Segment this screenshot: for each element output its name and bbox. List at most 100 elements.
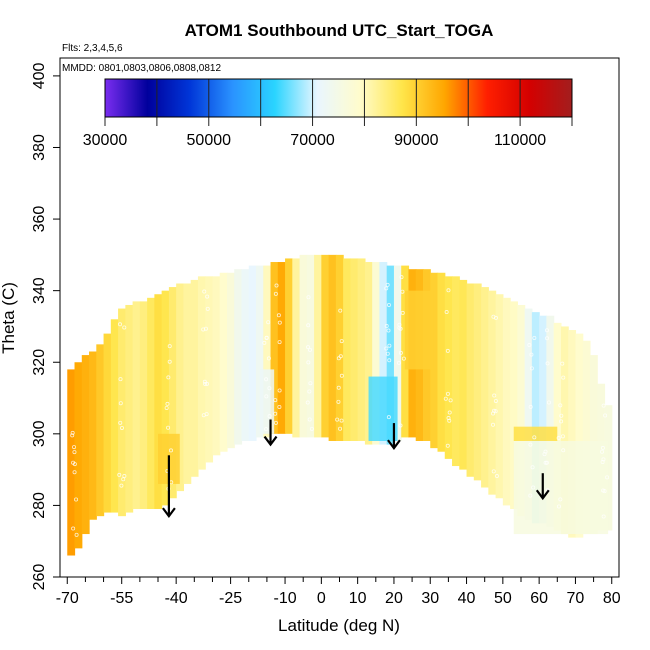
obs-dot (168, 448, 173, 453)
obs-dot (119, 483, 124, 488)
chart-title: ATOM1 Southbound UTC_Start_TOGA (185, 21, 494, 40)
heat-column (292, 258, 301, 438)
obs-dot (277, 340, 282, 345)
obs-dot (492, 393, 497, 398)
arrow-head (535, 489, 550, 501)
y-tick-label: 380 (31, 134, 48, 161)
x-tick-label: 60 (530, 590, 548, 607)
y-tick-label: 400 (31, 62, 48, 89)
obs-dot (385, 351, 390, 356)
arrow-head (162, 507, 176, 518)
obs-dot (386, 415, 391, 420)
obs-dot (277, 388, 282, 393)
heat-column (154, 294, 163, 509)
obs-dot (122, 325, 127, 330)
obs-dot (273, 411, 278, 416)
heat-column (444, 276, 453, 459)
heat-column (393, 265, 402, 441)
colorbar-border (104, 78, 573, 118)
heat-column (495, 294, 504, 499)
heat-column (466, 283, 475, 477)
obs-dot (336, 385, 341, 390)
heat-column (343, 258, 351, 441)
obs-dot (307, 347, 312, 352)
obs-dot (559, 413, 564, 418)
x-tick-label: 30 (421, 590, 439, 607)
obs-dot (447, 410, 452, 415)
heat-column (212, 276, 221, 456)
heat-column (226, 272, 235, 449)
obs-dot (119, 425, 124, 430)
obs-dot (605, 475, 610, 480)
heat-column (248, 265, 257, 441)
heat-column (335, 254, 344, 441)
obs-dot (602, 489, 607, 494)
obs-dot (385, 282, 390, 287)
obs-dot (273, 291, 278, 296)
obs-dot (561, 375, 566, 380)
obs-dot (543, 449, 548, 454)
colorbar-tick-label: 110000 (494, 132, 546, 149)
obs-dot (544, 460, 549, 465)
heat-column (110, 319, 119, 513)
obs-dot (384, 286, 389, 291)
heat-column (277, 262, 286, 434)
obs-dot (386, 302, 391, 307)
heat-column (234, 269, 243, 445)
obs-dot (529, 352, 534, 357)
obs-dot (528, 404, 533, 409)
colorbar: 30000 50000 70000 90000 110000 (83, 78, 573, 149)
y-axis-label: Theta (C) (0, 282, 18, 354)
obs-dot (446, 288, 451, 293)
colorbar-tick-label: 50000 (187, 132, 232, 149)
heat-feature (513, 440, 609, 535)
obs-dot (491, 314, 496, 319)
heat-column (553, 322, 562, 531)
obs-dot (306, 360, 311, 365)
heat-column (386, 265, 395, 445)
obs-dot (72, 470, 77, 475)
obs-dot (399, 275, 404, 280)
heat-column (510, 301, 518, 509)
heat-column (263, 265, 272, 438)
heat-column (560, 326, 569, 535)
obs-dot (205, 294, 210, 299)
obs-dot (531, 485, 536, 490)
heat-column (328, 254, 337, 441)
obs-dot (445, 443, 450, 448)
obs-dot (546, 400, 551, 405)
heat-column (364, 262, 373, 445)
obs-dot (491, 469, 496, 474)
obs-dot (74, 532, 79, 537)
obs-dot (491, 411, 496, 416)
obs-dot (561, 448, 566, 453)
obs-dot (308, 381, 313, 386)
obs-dot (528, 442, 533, 447)
heat-column (502, 297, 511, 506)
x-tick-label: 80 (603, 590, 621, 607)
obs-dot (72, 450, 77, 455)
flights-annotation: Flts: 2,3,4,5,6 (62, 43, 123, 54)
heat-column (125, 304, 134, 513)
obs-dot (601, 403, 606, 408)
obs-dot (165, 401, 170, 406)
y-tick-label: 320 (31, 349, 48, 376)
obs-dot (264, 394, 269, 399)
obs-dot (445, 348, 450, 353)
heat-column (183, 283, 192, 484)
obs-dot (164, 405, 169, 410)
obs-dot (398, 350, 403, 355)
heatmap-field (67, 254, 613, 556)
heat-column (372, 262, 381, 445)
obs-dot (118, 420, 123, 425)
obs-dot (118, 401, 123, 406)
obs-dot (118, 322, 123, 327)
obs-dot (71, 526, 76, 531)
heat-column (488, 290, 497, 495)
obs-dot (166, 375, 171, 380)
heat-column (139, 301, 148, 509)
obs-dot (601, 457, 606, 462)
obs-dot (387, 343, 392, 348)
obs-dot (264, 427, 269, 432)
colorbar-tick-label: 30000 (83, 132, 128, 149)
